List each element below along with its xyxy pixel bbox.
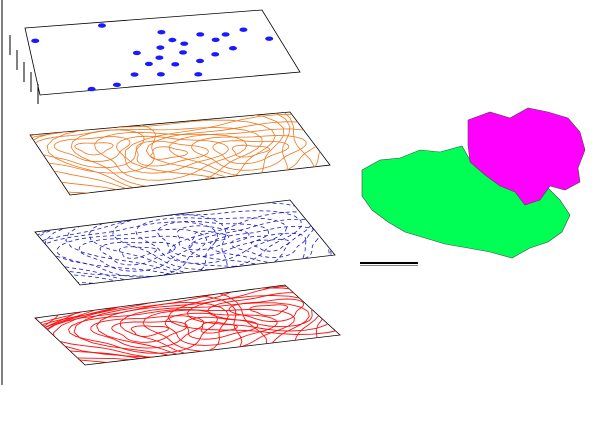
sample-point xyxy=(157,30,166,35)
contour-line xyxy=(250,238,290,252)
contour-line xyxy=(249,304,289,317)
contour-line xyxy=(150,146,189,160)
sample-point xyxy=(144,61,153,67)
contour-line xyxy=(130,325,170,337)
sample-point xyxy=(194,72,203,77)
contour-line xyxy=(118,246,157,259)
contour-line xyxy=(135,140,209,167)
contour-line xyxy=(56,228,208,278)
scale-bar-rect xyxy=(360,265,418,266)
contour-line xyxy=(207,292,318,328)
plane-points xyxy=(24,9,301,96)
contour-line xyxy=(187,285,333,332)
sample-point xyxy=(168,37,177,43)
contour-line xyxy=(157,221,270,258)
contour-line xyxy=(67,308,218,354)
contour-line xyxy=(112,210,302,271)
contour-line xyxy=(184,316,259,340)
contour-line xyxy=(94,131,248,181)
sample-point xyxy=(221,32,230,37)
contour-line xyxy=(135,217,288,264)
sample-point xyxy=(239,27,248,32)
region-green xyxy=(361,145,571,259)
contour-line xyxy=(168,211,335,273)
sample-point xyxy=(179,50,188,55)
plane-contour-blue xyxy=(34,199,336,286)
plane-contour-orange xyxy=(29,111,331,196)
sample-point xyxy=(87,86,96,92)
sample-point xyxy=(196,32,205,37)
plane-pillars xyxy=(9,35,39,104)
contour-line xyxy=(191,135,307,171)
sample-point xyxy=(265,36,274,41)
contour-line xyxy=(168,128,322,177)
sample-point xyxy=(171,62,180,67)
contour-layer xyxy=(35,285,340,365)
scale-bar-rect xyxy=(360,262,418,264)
sample-point xyxy=(228,46,237,51)
sample-point xyxy=(211,52,220,57)
contour-line xyxy=(53,136,131,163)
contour-line xyxy=(209,225,320,264)
sample-point xyxy=(130,72,139,77)
sample-point xyxy=(31,38,40,44)
sample-point xyxy=(155,55,164,60)
sample-point xyxy=(156,72,165,77)
contour-line xyxy=(78,235,193,272)
contour-line xyxy=(116,135,229,174)
sample-point xyxy=(156,45,165,50)
sample-point xyxy=(211,37,220,42)
contour-line xyxy=(230,232,307,258)
contour-line xyxy=(167,285,340,335)
contour-line xyxy=(30,112,316,195)
contour-line xyxy=(212,140,290,165)
scale-bar xyxy=(360,262,418,266)
contour-line xyxy=(74,142,114,156)
contour-line xyxy=(70,127,263,188)
contour-line xyxy=(88,202,315,276)
sample-point xyxy=(196,58,205,64)
contour-line xyxy=(111,321,188,343)
sample-point xyxy=(112,82,121,88)
sample-point xyxy=(97,23,106,28)
sample-point xyxy=(180,41,189,46)
contour-line xyxy=(228,298,305,322)
region-map xyxy=(360,107,586,266)
contour-line xyxy=(65,200,323,281)
region-magenta xyxy=(467,107,586,206)
contour-line xyxy=(192,230,230,244)
sample-point xyxy=(132,50,141,56)
contour-line xyxy=(90,315,205,349)
point-layer xyxy=(31,23,274,92)
contour-line xyxy=(99,241,176,266)
contour-line xyxy=(231,144,270,158)
